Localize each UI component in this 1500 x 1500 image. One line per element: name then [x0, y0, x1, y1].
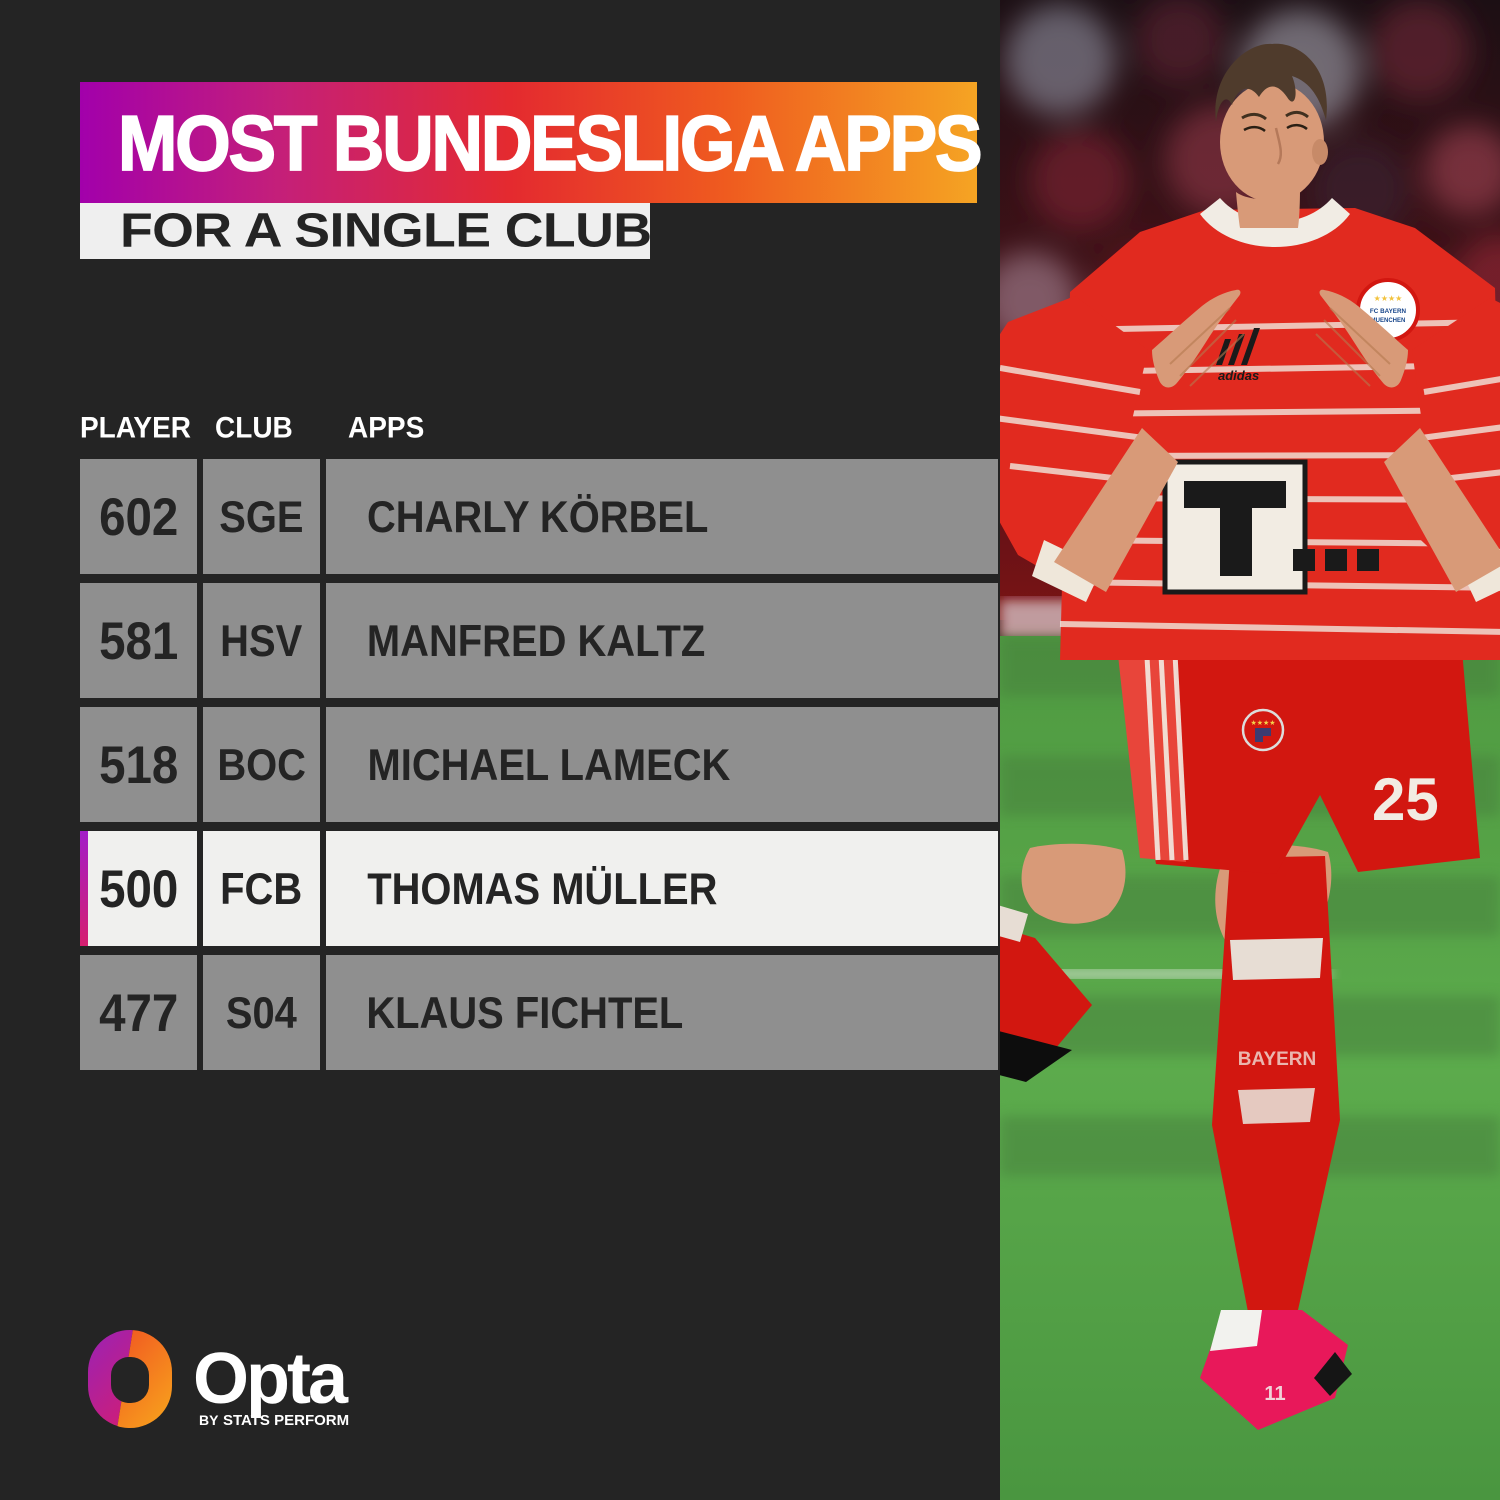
svg-text:Opta: Opta: [193, 1339, 349, 1419]
svg-text:BAYERN: BAYERN: [1238, 1049, 1317, 1070]
svg-text:11: 11: [1264, 1383, 1285, 1405]
svg-text:adidas: adidas: [1218, 368, 1259, 383]
svg-text:FC BAYERN: FC BAYERN: [1370, 308, 1407, 315]
svg-text:STATS PERFORM: STATS PERFORM: [223, 1412, 349, 1429]
svg-text:25: 25: [1372, 766, 1439, 833]
svg-text:★★★★: ★★★★: [1374, 294, 1403, 303]
svg-text:BY: BY: [199, 1412, 219, 1428]
svg-text:★★★★: ★★★★: [1250, 719, 1275, 727]
